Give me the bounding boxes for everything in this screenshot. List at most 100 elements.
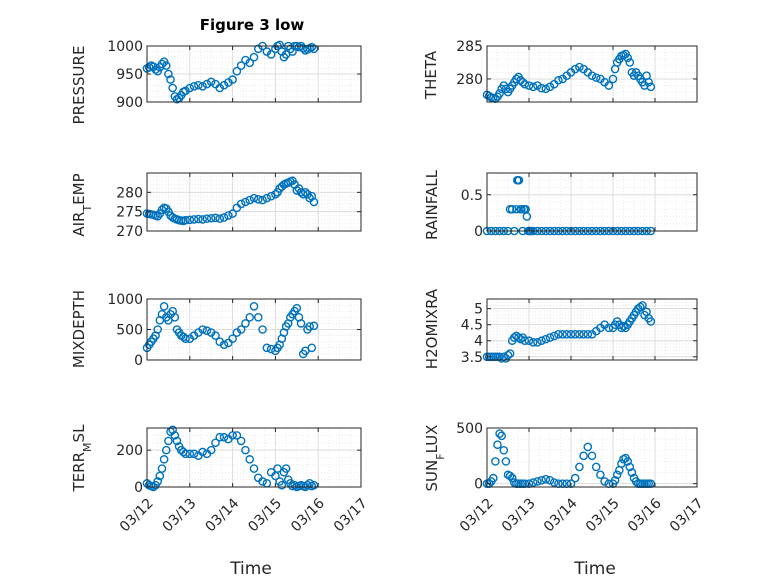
data-point: [545, 82, 555, 92]
data-point: [236, 325, 246, 334]
data-point: [507, 204, 517, 214]
data-point: [157, 59, 167, 69]
data-point: [570, 473, 580, 483]
data-point: [505, 471, 515, 481]
data-point: [575, 462, 584, 472]
data-point: [211, 331, 220, 340]
data-point: [181, 334, 190, 343]
x-tick-label: 03/14: [203, 495, 243, 535]
data-point: [570, 330, 580, 339]
data-point: [309, 480, 319, 490]
data-point: [228, 334, 237, 343]
data-point: [562, 330, 572, 339]
data-point: [644, 77, 654, 87]
x-tick-label: 03/13: [499, 495, 539, 535]
data-point: [612, 470, 622, 480]
data-point: [228, 209, 237, 218]
data-point: [301, 188, 310, 197]
axes-box: [146, 172, 362, 232]
data-point: [619, 321, 628, 331]
x-tick-label: 03/12: [457, 495, 497, 535]
data-point: [224, 78, 233, 87]
data-point: [258, 195, 267, 205]
data-point: [170, 431, 180, 440]
x-tick-label: 03/14: [541, 495, 581, 535]
y-tick-label: 200: [116, 443, 143, 459]
data-point: [215, 83, 225, 93]
axes-box: [486, 298, 698, 361]
panel-terr-msl: 0 200 03/12 03/13 03/14 03/15 03/16 03/17 TERRMS…: [70, 424, 371, 535]
y-tick-label: 950: [116, 67, 143, 83]
y-tick-label: 3.5: [461, 350, 483, 366]
data-point: [533, 477, 542, 486]
data-point: [159, 302, 169, 311]
data-point: [591, 462, 601, 472]
data-point: [309, 197, 319, 207]
data-point: [253, 312, 263, 322]
y-tick-label: 0: [474, 224, 483, 240]
data-point: [290, 480, 299, 490]
data-point: [170, 312, 180, 322]
data-point: [262, 47, 272, 56]
data-point: [517, 204, 526, 214]
data-point: [646, 82, 656, 92]
data-point: [566, 330, 576, 339]
data-point: [266, 191, 276, 201]
data-point: [249, 52, 259, 62]
y-axis-label: THETA: [422, 50, 440, 100]
data-point: [253, 44, 263, 54]
panel-mixdepth: 0 500 1000 MIXDEPTH: [70, 290, 362, 369]
data-point: [623, 53, 633, 63]
data-point: [522, 212, 532, 221]
data-point: [503, 350, 513, 360]
data-point: [604, 81, 614, 90]
data-point: [541, 334, 551, 344]
data-point: [558, 330, 567, 339]
data-point: [198, 447, 207, 457]
data-point: [583, 330, 593, 339]
data-point: [206, 77, 216, 87]
y-tick-label: 0: [474, 477, 483, 493]
data-point: [520, 79, 530, 89]
y-axis-label: PRESSURE: [70, 46, 88, 125]
y-tick-label: 0: [134, 480, 143, 496]
data-point: [211, 213, 220, 223]
data-point: [646, 317, 656, 326]
data-point: [600, 477, 609, 486]
x-tick-label: 03/16: [288, 495, 328, 535]
y-axis-label: MIXDEPTH: [70, 290, 88, 368]
y-axis-label: TERRMSL: [70, 424, 94, 493]
panel-rainfall: 0 0.5 RAINFALL: [423, 169, 698, 240]
data-point: [281, 464, 291, 473]
x-tick-label: 03/16: [625, 495, 665, 535]
y-tick-label: 4: [474, 334, 483, 350]
x-tick-label: 03/15: [583, 495, 623, 535]
data-point: [505, 349, 515, 358]
data-point: [545, 333, 555, 342]
data-point: [305, 322, 314, 331]
data-point: [219, 432, 229, 442]
data-point: [189, 449, 199, 459]
data-point: [488, 473, 498, 483]
data-point: [245, 312, 255, 322]
axes-box: [486, 172, 698, 232]
y-tick-label: 0.5: [461, 188, 483, 204]
data-point: [549, 331, 559, 341]
data-point: [253, 194, 263, 204]
data-point: [491, 457, 500, 466]
data-point: [219, 340, 229, 350]
x-tick-label: 03/15: [245, 495, 285, 535]
data-point: [541, 84, 551, 94]
data-point: [202, 326, 212, 336]
data-point: [185, 215, 195, 225]
data-point: [168, 425, 177, 435]
data-point: [273, 464, 282, 473]
x-tick-label: 03/12: [117, 495, 157, 535]
data-point: [533, 338, 542, 347]
y-axis-label: AIRTEMP: [70, 173, 94, 236]
data-point: [245, 455, 255, 464]
data-point: [499, 445, 509, 455]
data-point: [288, 47, 297, 56]
data-point: [215, 214, 225, 223]
x-axis-label-right: Time: [573, 559, 616, 579]
